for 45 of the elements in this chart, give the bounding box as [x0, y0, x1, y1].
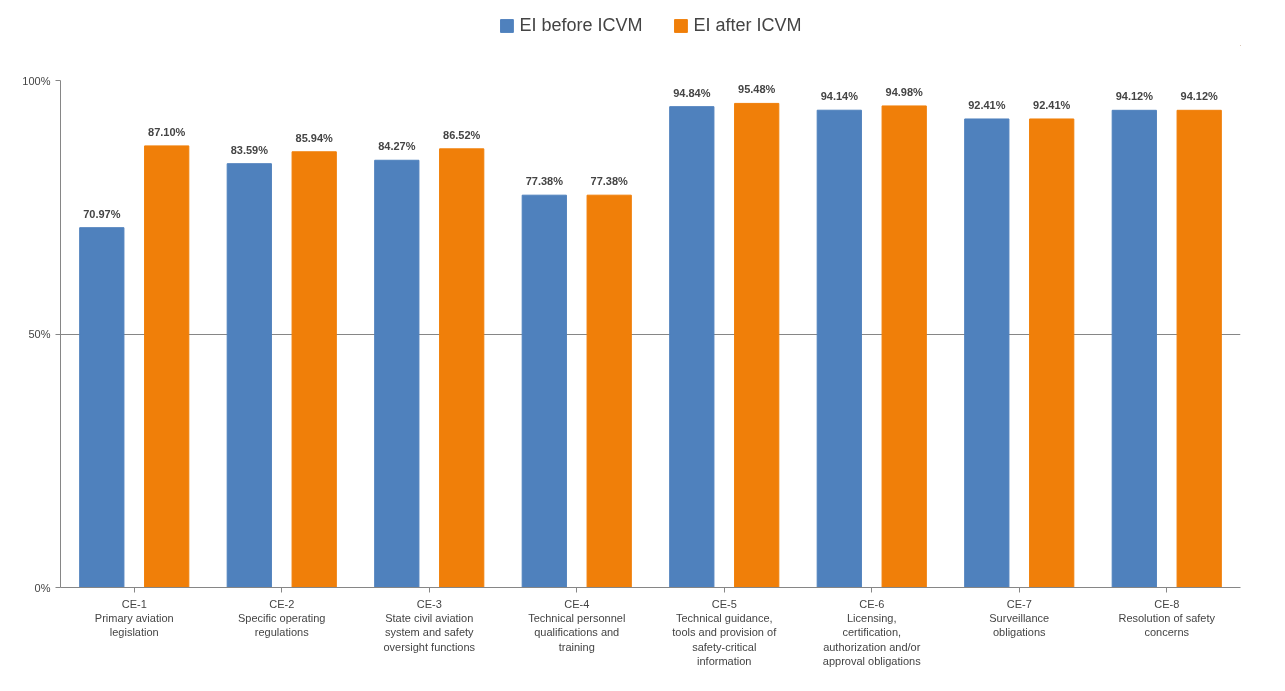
bar [586, 194, 632, 588]
data-label: 86.52% [443, 128, 481, 141]
legend-label: EI before ICVM [519, 14, 643, 36]
x-tick-label: CE-6 Licensing, certification, authorization and/or approval obligations [822, 597, 922, 668]
data-label: 92.41% [968, 98, 1006, 111]
data-label: 77.38% [525, 175, 564, 188]
data-label: 84.27% [378, 140, 416, 153]
data-label: 94.12% [1180, 90, 1219, 103]
bar [439, 148, 485, 588]
y-tick-label: 100% [22, 74, 51, 87]
bar [1111, 109, 1157, 588]
x-tick-label: CE-7 Surveillance obligations [989, 597, 1050, 639]
bar [226, 163, 272, 588]
data-label: 94.14% [820, 90, 859, 103]
y-tick-label: 0% [34, 581, 51, 594]
data-label: 94.84% [673, 86, 711, 99]
data-label: 94.98% [885, 85, 924, 98]
data-label: 85.94% [295, 131, 334, 144]
data-label: 95.48% [738, 83, 776, 96]
data-label: 70.97% [83, 207, 121, 220]
bar [1029, 118, 1075, 588]
bar [144, 145, 190, 588]
data-label: 92.41% [1033, 98, 1071, 111]
bar [816, 109, 862, 588]
bar [881, 105, 927, 588]
legend-label: EI after ICVM [693, 14, 802, 36]
data-label: 87.10% [148, 125, 186, 138]
bar [521, 194, 567, 588]
x-tick-label: CE-1 Primary aviation legislation [94, 597, 174, 639]
data-label: 83.59% [230, 143, 269, 156]
bar [964, 118, 1010, 588]
bar [291, 151, 337, 588]
y-tick-label: 50% [28, 328, 51, 340]
x-tick-label: CE-2 Specific operating regulations [238, 597, 326, 639]
bar [1176, 109, 1222, 588]
x-tick-label: CE-4 Technical personnel qualifications and training [528, 597, 626, 653]
data-label: 77.38% [590, 175, 629, 188]
x-tick-label: CE-8 Resolution of safety concerns [1118, 597, 1216, 639]
bar [374, 159, 420, 588]
x-tick-label: CE-3 State civil aviation system and safety oversight functions [383, 597, 476, 653]
bar [669, 106, 715, 588]
x-tick-label: CE-5 Technical guidance, tools and provision of safety-critical information [672, 597, 778, 668]
data-label: 94.12% [1115, 90, 1154, 103]
bar [79, 227, 125, 588]
bar [734, 102, 780, 588]
